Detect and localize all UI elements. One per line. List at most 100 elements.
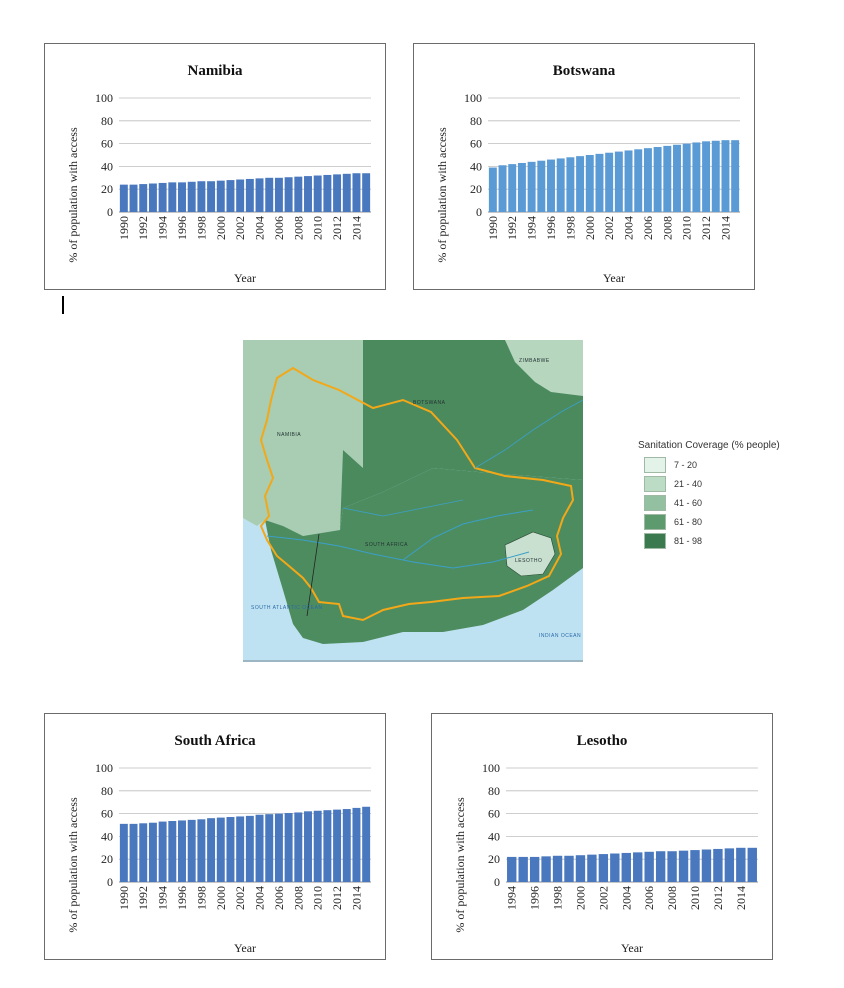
bar <box>633 852 643 882</box>
x-tick-label: 2012 <box>711 886 725 910</box>
bar <box>304 811 312 882</box>
bar <box>667 851 677 882</box>
chart-panel-namibia: Namibia 0 20 40 60 80 100 % of population with … <box>44 43 386 290</box>
y-tick-label: 100 <box>95 761 113 775</box>
botswana-region <box>340 340 583 530</box>
legend-title: Sanitation Coverage (% people) <box>638 440 780 451</box>
legend-item: 7 - 20 <box>644 457 780 473</box>
bar <box>507 856 517 882</box>
map-label-south-africa: SOUTH AFRICA <box>365 542 408 548</box>
map-label-botswana: BOTSWANA <box>413 400 446 406</box>
bar <box>216 180 225 212</box>
bar <box>701 849 712 882</box>
x-tick-label: 2014 <box>349 886 363 910</box>
bar <box>129 823 138 882</box>
x-tick-label: 1994 <box>505 886 519 910</box>
bar <box>236 179 245 212</box>
x-tick-label: 1996 <box>544 216 558 240</box>
x-tick-label: 2002 <box>233 886 247 910</box>
bar <box>187 181 196 212</box>
bar <box>255 178 264 212</box>
x-tick-label: 2004 <box>253 886 267 910</box>
zimbabwe-region <box>505 340 583 396</box>
x-tick-label: 1994 <box>525 216 539 240</box>
sanitation-coverage-map: NAMIBIA BOTSWANA ZIMBABWE SOUTH AFRICA L… <box>243 340 583 662</box>
bar <box>644 851 654 882</box>
chart-botswana: Botswana 0 20 40 60 80 100 % of population with… <box>435 63 740 285</box>
x-axis-label: Year <box>234 941 256 955</box>
y-tick-label: 20 <box>488 852 500 866</box>
y-tick-label: 80 <box>470 114 482 128</box>
x-tick-label: 2000 <box>214 886 228 910</box>
legend-label: 61 - 80 <box>674 517 703 527</box>
y-tick-label: 40 <box>101 829 113 843</box>
bar <box>643 148 652 212</box>
x-tick-label: 2012 <box>330 886 344 910</box>
pointer-line <box>306 533 320 617</box>
x-tick-label: 1992 <box>136 216 150 240</box>
bar <box>168 821 177 882</box>
bar <box>537 160 546 212</box>
bar <box>587 854 597 882</box>
bar <box>294 812 303 882</box>
bar <box>508 164 517 212</box>
x-tick-label: 2004 <box>619 886 633 910</box>
y-tick-label: 60 <box>101 137 113 151</box>
bar <box>226 817 235 882</box>
y-axis-label: % of population with access <box>435 127 449 263</box>
y-tick-label: 40 <box>470 159 482 173</box>
bar <box>148 822 157 882</box>
lesotho-region <box>504 531 556 577</box>
y-tick-label: 0 <box>107 875 113 889</box>
bar <box>158 182 167 212</box>
y-tick-label: 20 <box>101 182 113 196</box>
bar <box>323 810 332 882</box>
bar <box>178 820 186 882</box>
x-tick-label: 2002 <box>602 216 616 240</box>
bar <box>736 847 746 882</box>
bar <box>226 180 235 212</box>
bar <box>595 153 604 212</box>
bar <box>323 174 332 212</box>
legend-label: 21 - 40 <box>674 479 703 489</box>
x-tick-label: 1996 <box>175 886 189 910</box>
x-tick-label: 1990 <box>117 886 131 910</box>
bar <box>362 173 371 212</box>
bar <box>207 181 216 212</box>
x-tick-label: 2006 <box>641 216 655 240</box>
legend-label: 41 - 60 <box>674 498 703 508</box>
bar <box>274 177 283 212</box>
y-tick-label: 20 <box>101 852 113 866</box>
x-tick-label: 2014 <box>349 216 363 240</box>
bar <box>236 816 245 882</box>
bar <box>673 144 681 212</box>
river-vaal <box>402 509 534 561</box>
bar <box>711 140 720 212</box>
bar <box>352 173 361 212</box>
bar <box>585 155 594 212</box>
x-tick-label: 2010 <box>688 886 702 910</box>
chart-title: Botswana <box>553 63 616 79</box>
chart-lesotho: Lesotho 0 20 40 60 80 100 % of population with … <box>453 733 758 955</box>
bar <box>333 174 342 212</box>
y-tick-label: 40 <box>101 159 113 173</box>
bar <box>605 152 614 212</box>
y-tick-label: 60 <box>101 807 113 821</box>
x-tick-label: 2000 <box>583 216 597 240</box>
bar <box>352 807 361 882</box>
bar <box>284 813 293 882</box>
bar <box>119 184 128 212</box>
x-tick-label: 1994 <box>156 886 170 910</box>
map-label-namibia: NAMIBIA <box>277 432 302 438</box>
y-tick-label: 0 <box>107 205 113 219</box>
bar <box>527 161 536 212</box>
y-tick-label: 100 <box>464 91 482 105</box>
legend-label: 7 - 20 <box>674 460 698 470</box>
x-tick-label: 1996 <box>175 216 189 240</box>
bar <box>158 821 167 882</box>
x-tick-label: 1990 <box>486 216 500 240</box>
map-legend: Sanitation Coverage (% people) 7 - 20 21… <box>638 440 780 552</box>
bar <box>598 854 609 882</box>
bar <box>498 165 507 212</box>
bar <box>731 140 740 212</box>
